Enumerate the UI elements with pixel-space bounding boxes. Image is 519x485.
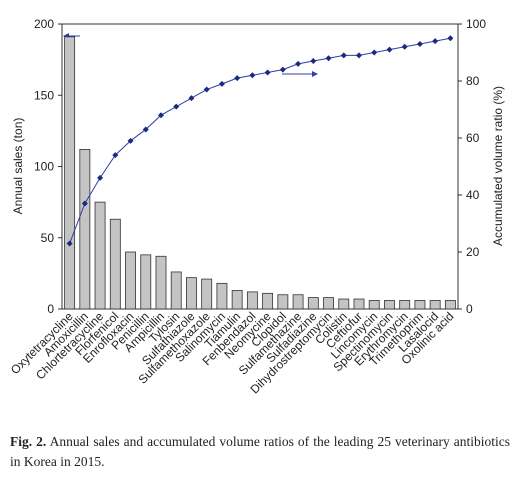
y2-tick-label: 80 [466,74,480,88]
bar [94,201,106,310]
bar [353,298,365,310]
chart: Annual sales (ton) Accumulated volume ra… [8,17,505,396]
marker [264,69,271,76]
marker [432,38,439,45]
bar [109,218,121,310]
bar [277,294,289,310]
y2-tick-label: 20 [466,245,480,259]
bar [64,36,76,310]
bar [155,255,167,310]
y2-tick-label: 100 [466,17,486,31]
y2-tick-label: 0 [466,302,473,316]
y-tick-label: 50 [41,231,55,245]
plot-frame [61,23,459,310]
bar [140,254,152,310]
caption: Fig. 2. Annual sales and accumulated vol… [10,432,510,472]
marker [112,152,119,159]
right-arrow [282,71,318,77]
marker [310,58,317,65]
bar [429,300,441,310]
bar [231,290,243,310]
marker [295,60,302,67]
marker [325,55,332,62]
line [69,37,451,244]
bar [246,291,258,310]
bar [307,297,319,310]
bar [384,300,395,310]
marker [203,86,210,93]
marker [97,174,104,181]
marker [356,52,362,59]
y2-tick-label: 60 [466,131,480,145]
bar [170,271,182,310]
marker [142,126,149,133]
marker [188,95,195,102]
y-tick-label: 200 [34,17,54,31]
bar [338,298,350,310]
marker [340,52,347,59]
marker [66,240,73,247]
marker [371,49,378,56]
caption-label: Fig. 2. [10,434,47,449]
marker [81,200,88,207]
marker [279,66,286,73]
marker [249,72,256,79]
bar [216,282,228,310]
marker [416,40,423,47]
caption-text: Annual sales and accumulated volume rati… [10,434,511,469]
bar [186,277,197,310]
bar [292,294,304,310]
y-tick-label: 0 [47,302,54,316]
bar [125,251,136,310]
y2-tick-label: 40 [466,188,480,202]
marker [173,103,180,110]
y2-axis-label: Accumulated volume ratio (%) [491,86,505,246]
bar [414,300,426,310]
y-tick-label: 100 [34,160,54,174]
bar [323,297,334,310]
y-tick-label: 150 [34,88,54,102]
bar [262,292,274,310]
marker [127,137,134,144]
y-axis-label: Annual sales (ton) [11,118,25,215]
marker [447,35,454,42]
bar [444,300,456,310]
bar [399,300,411,310]
marker [234,75,241,82]
bar [368,300,380,310]
bar [201,278,213,310]
marker [158,112,164,119]
bar [79,148,91,310]
marker [218,80,225,87]
marker [386,46,393,53]
marker [401,43,408,50]
